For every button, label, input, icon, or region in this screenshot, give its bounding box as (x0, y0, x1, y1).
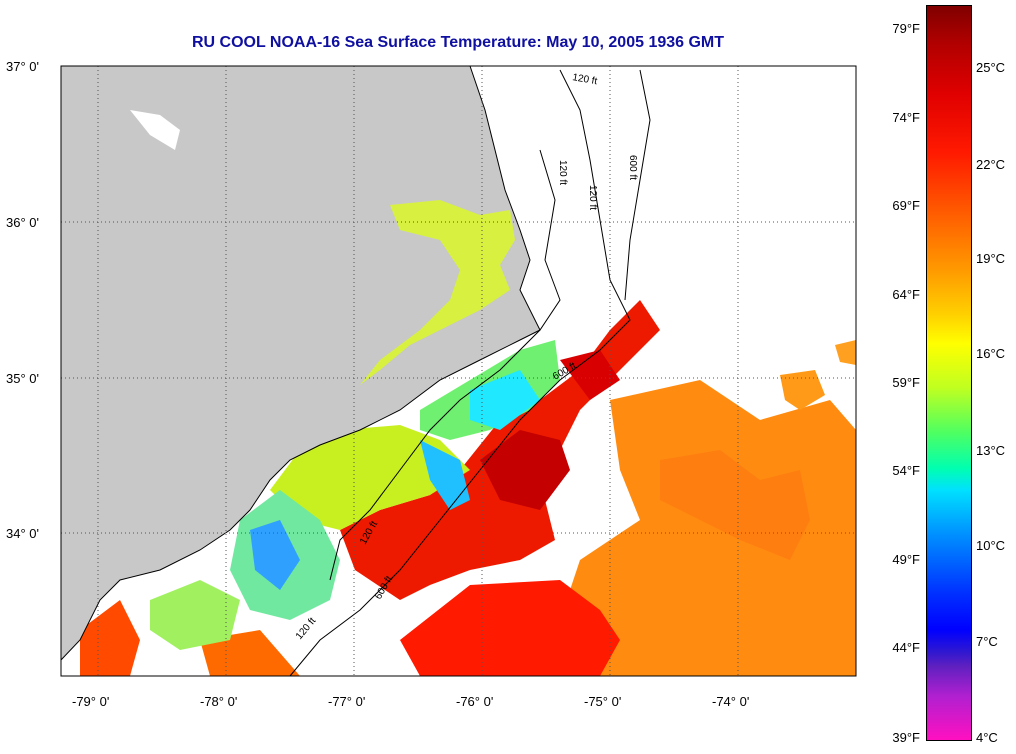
lon-label-75: -75° 0' (584, 694, 622, 709)
map-frame (60, 65, 857, 677)
cb-c-13: 13°C (976, 443, 1006, 458)
cb-f-64: 64°F (892, 287, 920, 302)
cb-f-49: 49°F (892, 552, 920, 567)
cb-f-59: 59°F (892, 375, 920, 390)
cb-f-39: 39°F (892, 730, 920, 745)
cb-c-25: 25°C (976, 60, 1006, 75)
lon-label-78: -78° 0' (200, 694, 238, 709)
depth-contours (289, 69, 651, 677)
cb-c-22: 22°C (976, 157, 1006, 172)
cb-c-7: 7°C (976, 634, 998, 649)
map-title: RU COOL NOAA-16 Sea Surface Temperature:… (191, 34, 725, 51)
cb-c-4: 4°C (976, 730, 998, 745)
lon-label-79: -79° 0' (72, 694, 110, 709)
cb-f-69: 69°F (892, 198, 920, 213)
graticule (61, 66, 856, 676)
lat-label-36: 36° 0' (6, 215, 39, 230)
cb-f-44: 44°F (892, 640, 920, 655)
cb-f-79: 79°F (892, 21, 920, 36)
sst-offshore-orange (560, 340, 856, 676)
lat-label-34: 34° 0' (6, 526, 39, 541)
sst-gulf-stream-red (80, 300, 660, 676)
lon-label-76: -76° 0' (456, 694, 494, 709)
lat-label-37: 37° 0' (6, 59, 39, 74)
estuaries (130, 110, 515, 385)
temperature-colorbar (926, 5, 972, 741)
lon-label-77: -77° 0' (328, 694, 366, 709)
lon-label-74: -74° 0' (712, 694, 750, 709)
sst-shelf-water (150, 340, 560, 650)
cb-c-10: 10°C (976, 538, 1006, 553)
cb-f-74: 74°F (892, 110, 920, 125)
cb-f-54: 54°F (892, 463, 920, 478)
cb-c-19: 19°C (976, 251, 1006, 266)
lat-label-35: 35° 0' (6, 371, 39, 386)
cb-c-16: 16°C (976, 346, 1006, 361)
